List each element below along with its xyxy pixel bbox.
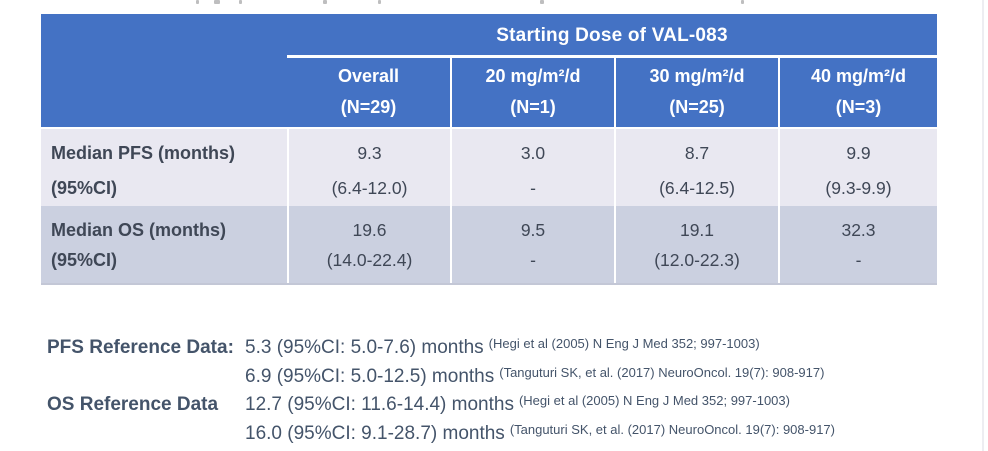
column-header-line1: 40 mg/m²/d [810, 66, 907, 86]
page-edge-divider [982, 0, 984, 451]
cell-ci: (12.0-22.3) [654, 250, 740, 270]
cell-value: 19.6 [352, 220, 387, 240]
reference-citation: (Tanguturi SK, et al. (2017) NeuroOncol.… [499, 364, 825, 380]
cell-ci: (9.3-9.9) [825, 178, 892, 198]
cell-value: 9.9 [846, 143, 871, 163]
table-cell: 9.5 - [450, 206, 614, 283]
table-cell: 19.6 (14.0-22.4) [287, 206, 450, 283]
cell-ci: - [855, 250, 862, 270]
table-cell: 8.7 (6.4-12.5) [614, 129, 778, 206]
cell-ci: - [530, 178, 536, 198]
cell-value: 8.7 [684, 143, 710, 163]
cropped-text-artifact [741, 0, 744, 4]
reference-value: 12.7 (95%CI: 11.6-14.4) months [245, 394, 514, 415]
cell-value: 9.5 [520, 220, 546, 240]
column-header-line2: (N=3) [835, 97, 882, 117]
cropped-text-artifact [214, 0, 220, 4]
cell-ci: (6.4-12.0) [331, 178, 408, 198]
os-reference-line-2: 16.0 (95%CI: 9.1-28.7) months (Tanguturi… [47, 421, 835, 451]
row-label-line2: (95%CI) [51, 178, 118, 198]
pfs-reference-line-1: PFS Reference Data: 5.3 (95%CI: 5.0-7.6)… [47, 336, 835, 366]
row-label: Median OS (months) (95%CI) [41, 206, 287, 283]
column-header-line2: (N=1) [510, 97, 556, 117]
row-label-line1: Median PFS (months) [51, 143, 235, 163]
reference-value: 6.9 (95%CI: 5.0-12.5) months [245, 365, 495, 387]
cell-ci: (6.4-12.5) [659, 178, 735, 198]
table-cell: 32.3 - [778, 206, 937, 283]
cropped-text-artifact [196, 0, 199, 4]
cropped-text-artifact [239, 0, 242, 4]
pfs-reference-line-2: 6.9 (95%CI: 5.0-12.5) months (Tanguturi … [47, 364, 835, 395]
row-label-line1: Median OS (months) [51, 220, 226, 240]
column-header-line1: 20 mg/m²/d [485, 66, 581, 86]
reference-value: 5.3 (95%CI: 5.0-7.6) months [245, 337, 484, 358]
column-header-line1: Overall [337, 66, 400, 86]
column-headers: Overall (N=29) 20 mg/m²/d (N=1) 30 mg/m²… [287, 58, 937, 127]
table-cell: 9.3 (6.4-12.0) [287, 129, 450, 206]
os-reference-line-1: OS Reference Data 12.7 (95%CI: 11.6-14.4… [47, 393, 835, 423]
column-header-30mg: 30 mg/m²/d (N=25) [614, 58, 778, 127]
cell-ci: (14.0-22.4) [326, 250, 413, 270]
table-cell: 3.0 - [450, 129, 614, 206]
table-cell: 9.9 (9.3-9.9) [778, 129, 937, 206]
row-label: Median PFS (months) (95%CI) [41, 129, 287, 206]
reference-citation: (Hegi et al (2005) N Eng J Med 352; 997-… [488, 336, 760, 351]
reference-data-block: PFS Reference Data: 5.3 (95%CI: 5.0-7.6)… [47, 336, 835, 451]
reference-value: 16.0 (95%CI: 9.1-28.7) months [245, 422, 505, 444]
row-label-line2: (95%CI) [51, 250, 118, 270]
cell-value: 9.3 [357, 143, 382, 163]
cropped-text-artifact [378, 0, 381, 4]
column-header-20mg: 20 mg/m²/d (N=1) [450, 58, 614, 127]
column-header-overall: Overall (N=29) [287, 58, 450, 127]
column-header-line2: (N=25) [669, 97, 725, 117]
cropped-text-artifact [323, 0, 327, 4]
reference-citation: (Hegi et al (2005) N Eng J Med 352; 997-… [518, 393, 790, 408]
cell-value: 3.0 [520, 143, 546, 163]
cell-value: 32.3 [841, 220, 876, 240]
table-row-median-os: Median OS (months) (95%CI) 19.6 (14.0-22… [41, 206, 937, 285]
column-header-40mg: 40 mg/m²/d (N=3) [778, 58, 937, 127]
cropped-text-artifact [540, 0, 544, 4]
table-row-median-pfs: Median PFS (months) (95%CI) 9.3 (6.4-12.… [41, 129, 937, 206]
cell-value: 19.1 [679, 220, 715, 240]
reference-citation: (Tanguturi SK, et al. (2017) NeuroOncol.… [509, 421, 835, 437]
column-header-line1: 30 mg/m²/d [649, 66, 745, 86]
cell-ci: - [530, 250, 536, 270]
table-cell: 19.1 (12.0-22.3) [614, 206, 778, 283]
table-header: Starting Dose of VAL-083 Overall (N=29) … [41, 14, 937, 127]
title-underline [287, 55, 937, 58]
table-title: Starting Dose of VAL-083 [496, 25, 728, 46]
reference-label: OS Reference Data [47, 394, 219, 415]
reference-label: PFS Reference Data: [47, 337, 234, 358]
results-table: Starting Dose of VAL-083 Overall (N=29) … [41, 14, 937, 285]
column-header-line2: (N=29) [340, 97, 397, 117]
